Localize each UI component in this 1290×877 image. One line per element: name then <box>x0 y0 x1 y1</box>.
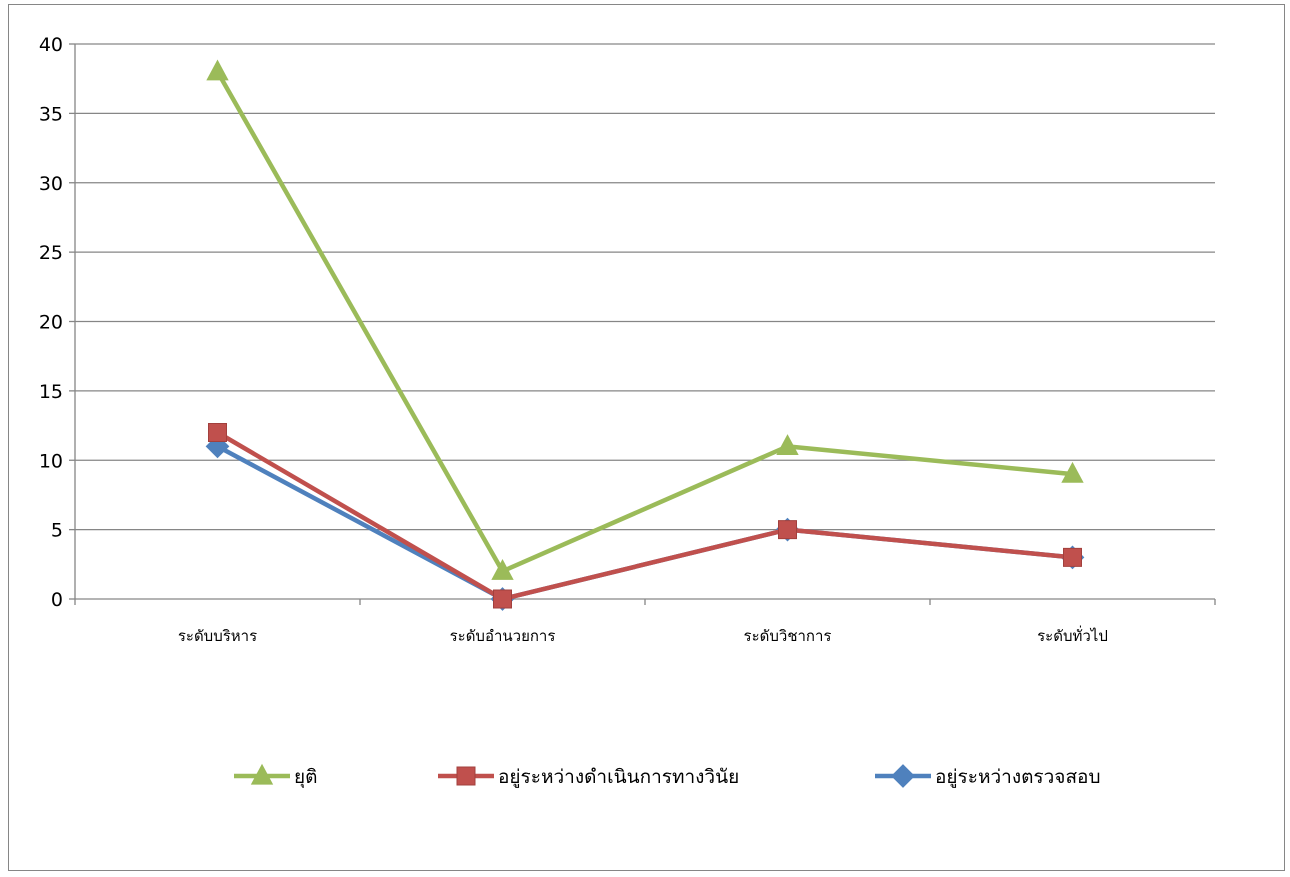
x-tick-label: ระดับวิชาการ <box>744 627 832 645</box>
data-point-series-1 <box>1061 461 1084 483</box>
legend-marker-3 <box>891 764 915 788</box>
y-tick-label: 0 <box>51 589 63 611</box>
x-tick-label: ระดับบริหาร <box>178 627 257 645</box>
data-point-series-2 <box>208 423 227 442</box>
series-line-2 <box>215 430 1075 602</box>
y-tick-label: 20 <box>39 312 63 334</box>
legend-label-2: อยู่ระหว่างดำเนินการทางวินัย <box>498 766 739 788</box>
data-point-series-3 <box>205 434 230 459</box>
y-tick-label: 35 <box>39 103 63 125</box>
series-line-3 <box>215 444 1075 602</box>
y-tick-label: 15 <box>39 381 63 403</box>
x-tick-label: ระดับอำนวยการ <box>450 627 556 645</box>
y-tick-label: 40 <box>39 34 63 56</box>
data-point-series-1 <box>206 59 229 81</box>
data-point-series-2 <box>493 589 512 609</box>
y-tick-label: 30 <box>39 173 63 195</box>
legend-marker-2 <box>456 766 476 786</box>
data-point-series-1 <box>491 559 514 580</box>
data-point-series-2 <box>778 520 797 540</box>
y-tick-label: 10 <box>39 450 63 472</box>
legend-label-3: อยู่ระหว่างตรวจสอบ <box>935 766 1101 788</box>
x-tick-label: ระดับทั่วไป <box>1037 625 1108 645</box>
data-point-series-2 <box>1063 547 1082 567</box>
data-point-series-1 <box>776 434 799 455</box>
legend-label-1: ยุติ <box>294 766 317 789</box>
series-line-1 <box>215 69 1075 574</box>
y-tick-label: 5 <box>51 520 63 542</box>
legend-marker-1 <box>250 763 274 785</box>
y-tick-label: 25 <box>39 242 63 264</box>
